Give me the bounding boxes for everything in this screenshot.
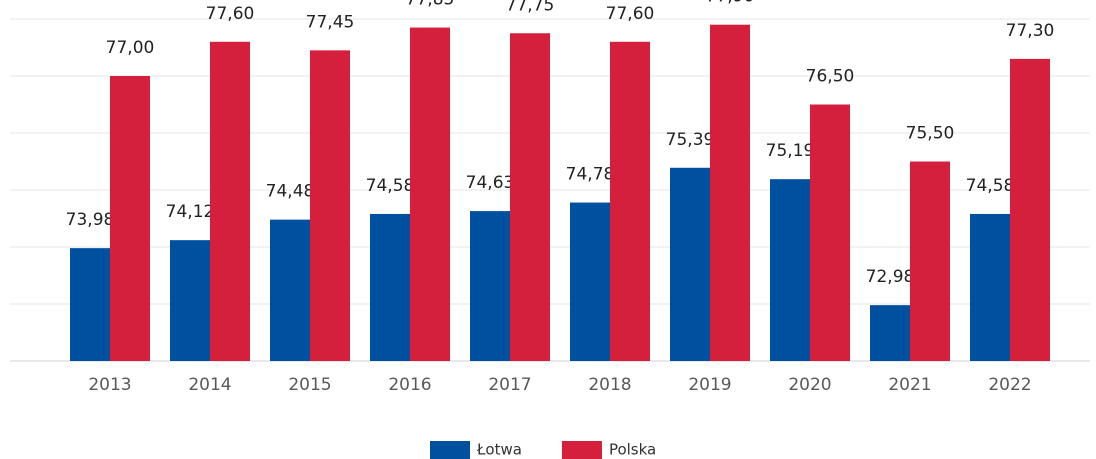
bar	[1010, 58, 1050, 362]
x-tick-label: 2014	[188, 375, 231, 395]
bar	[110, 76, 150, 361]
data-label: 77,60	[206, 4, 255, 24]
bar	[510, 33, 550, 361]
data-label: 77,85	[406, 0, 455, 10]
data-label: 75,39	[666, 130, 715, 150]
bar	[610, 41, 650, 362]
data-label: 75,19	[766, 141, 815, 161]
bar	[870, 305, 910, 361]
bar	[710, 24, 750, 361]
bar	[170, 240, 210, 361]
bar	[470, 211, 510, 361]
data-label: 77,90	[706, 0, 755, 7]
data-label: 74,12	[166, 202, 215, 222]
data-label: 73,98	[66, 210, 115, 230]
data-label: 74,63	[466, 173, 515, 193]
data-label: 76,50	[806, 67, 855, 87]
bar	[570, 202, 610, 361]
bar	[770, 179, 810, 361]
data-label: 77,45	[306, 12, 355, 32]
bar	[670, 167, 710, 361]
legend-label: Polska	[609, 441, 656, 459]
bar	[210, 41, 250, 362]
data-label: 77,60	[606, 4, 655, 24]
data-label: 77,75	[506, 0, 555, 15]
data-label: 77,30	[1006, 21, 1055, 41]
bar	[910, 161, 950, 361]
legend-label: Łotwa	[476, 441, 522, 459]
bar	[410, 27, 450, 362]
x-tick-label: 2017	[488, 375, 531, 395]
x-tick-label: 2020	[788, 375, 831, 395]
data-label: 77,00	[106, 38, 155, 58]
data-label: 74,78	[566, 165, 615, 185]
x-tick-label: 2016	[388, 375, 431, 395]
x-tick-label: 2015	[288, 375, 331, 395]
bar	[810, 104, 850, 361]
bar	[970, 213, 1010, 361]
data-label: 74,58	[366, 176, 415, 196]
x-tick-label: 2018	[588, 375, 631, 395]
data-label: 74,58	[966, 176, 1015, 196]
data-label: 75,50	[906, 124, 955, 144]
data-label: 72,98	[866, 267, 915, 287]
x-tick-label: 2022	[988, 375, 1031, 395]
x-tick-label: 2021	[888, 375, 931, 395]
bar	[270, 219, 310, 361]
bar	[370, 213, 410, 361]
bar	[310, 50, 350, 361]
x-tick-label: 2019	[688, 375, 731, 395]
legend-swatch	[561, 441, 602, 459]
legend-swatch	[430, 441, 470, 459]
data-label: 74,48	[266, 182, 315, 202]
bar	[70, 248, 110, 361]
x-tick-label: 2013	[88, 375, 131, 395]
